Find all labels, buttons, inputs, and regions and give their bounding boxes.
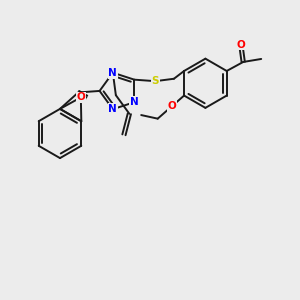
Text: O: O	[76, 92, 85, 102]
Text: O: O	[168, 101, 176, 111]
Text: N: N	[130, 97, 139, 107]
Text: O: O	[236, 40, 245, 50]
Text: S: S	[152, 76, 159, 86]
Text: N: N	[109, 68, 117, 78]
Text: N: N	[109, 104, 117, 114]
